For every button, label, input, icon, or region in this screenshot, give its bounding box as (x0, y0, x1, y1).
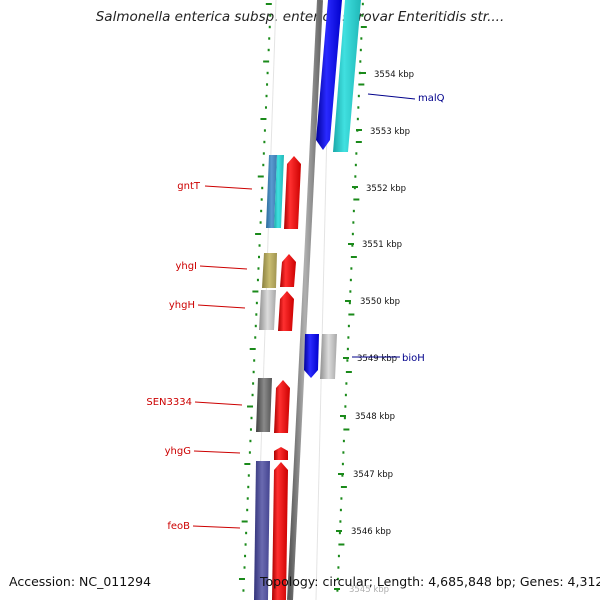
cds-gntT-homolog-a[interactable] (266, 155, 277, 228)
kbp-label: 3550 kbp (360, 297, 400, 307)
gene-label-yhgI[interactable]: yhgI (175, 261, 197, 272)
kbp-label: 3545 kbp (349, 585, 389, 595)
cds-gntT-homolog-b[interactable] (274, 155, 284, 228)
outer-tick-ring (238, 3, 272, 592)
kbp-label: 3549 kbp (357, 354, 397, 364)
kbp-label: 3553 kbp (370, 127, 410, 137)
cds-malQ-homolog[interactable] (333, 0, 361, 152)
cds-bioH-homolog[interactable] (320, 334, 337, 379)
cds-feoB-homolog[interactable] (254, 461, 270, 600)
accession-text: Accession: NC_011294 (9, 574, 152, 589)
cds-yhgI[interactable] (280, 254, 296, 287)
gene-label-malQ[interactable]: malQ (418, 93, 445, 104)
cds-yhgI-homolog[interactable] (262, 253, 277, 288)
gene-label-yhgH[interactable]: yhgH (169, 300, 195, 311)
kbp-ruler: 3554 kbp 3553 kbp 3552 kbp 3551 kbp 3550… (334, 70, 414, 595)
gene-label-bioH[interactable]: bioH (402, 353, 425, 364)
cds-SEN3334-homolog[interactable] (256, 378, 272, 432)
cds-yhgH[interactable] (278, 291, 294, 331)
gene-label-feoB[interactable]: feoB (167, 521, 190, 532)
gene-label-gntT[interactable]: gntT (177, 181, 201, 192)
kbp-label: 3548 kbp (355, 412, 395, 422)
kbp-label: 3547 kbp (353, 470, 393, 480)
gene-labels: malQ gntT yhgI yhgH bioH SEN3334 yhgG fe… (146, 93, 444, 532)
backbone-circle (287, 0, 323, 600)
kbp-label: 3554 kbp (374, 70, 414, 80)
genome-title: Salmonella enterica subsp. enterica sero… (95, 9, 505, 25)
cds-yhgG[interactable] (274, 447, 288, 460)
cds-malQ-reverse[interactable] (316, 0, 342, 150)
kbp-label: 3546 kbp (351, 527, 391, 537)
gene-label-yhgG[interactable]: yhgG (165, 446, 191, 457)
cds-gntT[interactable] (284, 156, 301, 229)
kbp-label: 3552 kbp (366, 184, 406, 194)
cds-feoB[interactable] (272, 462, 288, 600)
cds-yhgH-homolog[interactable] (259, 290, 276, 330)
kbp-label: 3551 kbp (362, 240, 402, 250)
genome-summary-text: Topology: circular; Length: 4,685,848 bp… (260, 574, 600, 589)
cds-SEN3334[interactable] (274, 380, 290, 433)
gene-label-SEN3334[interactable]: SEN3334 (146, 397, 192, 408)
cds-bioH-reverse[interactable] (304, 334, 319, 378)
